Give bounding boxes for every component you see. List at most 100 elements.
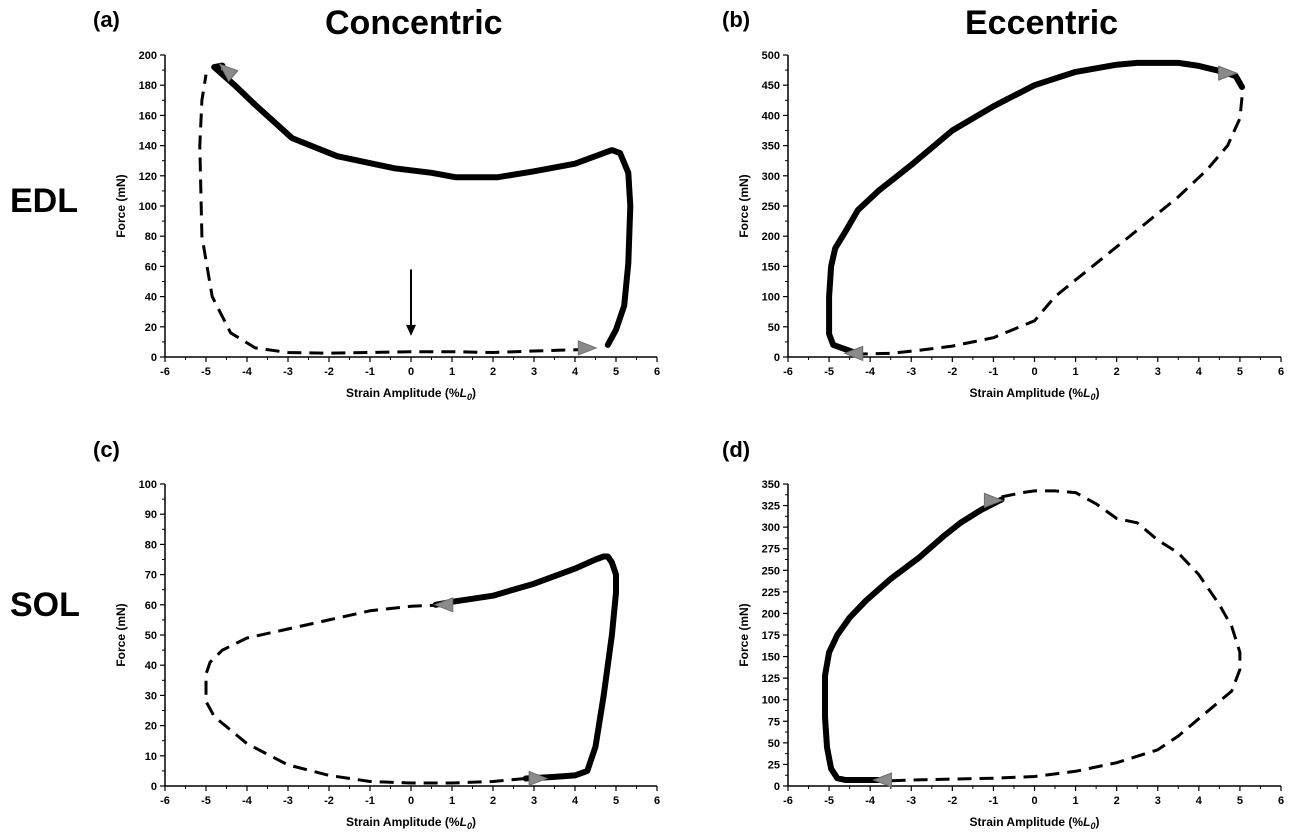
x-tick-label: 3 — [1155, 366, 1161, 378]
y-tick-label: 150 — [762, 652, 780, 664]
direction-arrow-marker — [872, 772, 892, 788]
x-tick-label: -2 — [324, 366, 334, 378]
chart-panel-2: -6 -5 -4 -3 -2 -1 0 1 2 3 4 5 6 0 50 100 150 200 250 300 350… — [737, 50, 1284, 402]
y-tick-label: 10 — [145, 751, 157, 763]
series-dashed-line — [198, 74, 588, 355]
x-tick-label: -3 — [283, 366, 293, 378]
chart-panel-3: -6 -5 -4 -3 -2 -1 0 1 2 3 4 5 6010203040506070809010… — [114, 479, 660, 831]
x-tick-label: -5 — [201, 366, 211, 378]
series-solid-line — [211, 62, 634, 348]
x-tick-label: 3 — [1155, 795, 1161, 807]
y-axis-title: Force (mN) — [737, 174, 751, 237]
x-tick-label: 0 — [1031, 795, 1037, 807]
y-tick-label: 200 — [139, 50, 157, 62]
y-tick-label: 450 — [762, 80, 780, 92]
x-tick-label: -4 — [865, 795, 876, 807]
y-tick-label: 40 — [145, 660, 157, 672]
x-tick-label: 4 — [1196, 795, 1203, 807]
panel-label-c: (c) — [93, 437, 120, 462]
y-tick-label: 0 — [774, 352, 780, 364]
y-tick-label: 150 — [762, 261, 780, 273]
y-tick-label: 60 — [145, 600, 157, 612]
y-tick-label: 275 — [762, 544, 780, 556]
x-tick-label: 0 — [408, 795, 414, 807]
x-tick-label: -2 — [947, 795, 957, 807]
x-tick-label: -5 — [824, 366, 834, 378]
y-tick-label: 50 — [768, 322, 780, 334]
direction-arrow-marker — [577, 340, 598, 356]
y-axis-title: Force (mN) — [114, 603, 128, 666]
y-tick-label: 250 — [762, 565, 780, 577]
y-tick-label: 120 — [139, 171, 157, 183]
panel-label-d: (d) — [722, 437, 751, 462]
series-solid-line — [822, 496, 1005, 783]
series-solid-line — [826, 59, 1245, 356]
y-tick-label: 250 — [762, 201, 780, 213]
y-tick-label: 30 — [145, 690, 157, 702]
x-tick-label: -6 — [783, 795, 793, 807]
x-tick-label: 5 — [613, 795, 619, 807]
y-tick-label: 140 — [139, 141, 157, 153]
y-tick-label: 100 — [762, 292, 780, 304]
y-tick-label: 70 — [145, 570, 157, 582]
x-tick-label: 4 — [572, 366, 579, 378]
y-tick-label: 80 — [145, 231, 157, 243]
x-tick-label: 0 — [408, 366, 414, 378]
x-tick-label: 6 — [1278, 366, 1284, 378]
y-tick-label: 50 — [768, 738, 780, 750]
x-tick-label: 2 — [490, 795, 496, 807]
y-tick-label: 40 — [145, 292, 157, 304]
x-tick-label: -6 — [160, 795, 170, 807]
x-tick-label: 1 — [1073, 795, 1079, 807]
y-tick-label: 90 — [145, 509, 157, 521]
x-tick-label: 1 — [1073, 366, 1079, 378]
x-tick-label: -2 — [324, 795, 334, 807]
x-axis-title: Strain Amplitude (%L0) — [346, 815, 476, 831]
x-tick-label: 4 — [572, 795, 579, 807]
direction-arrow-marker — [528, 770, 549, 787]
direction-arrow-marker — [983, 492, 1004, 509]
x-tick-label: -3 — [906, 795, 916, 807]
x-tick-label: 5 — [613, 366, 619, 378]
x-tick-label: 6 — [654, 795, 660, 807]
series-solid-line — [432, 553, 619, 782]
panel-label-b: (b) — [722, 7, 751, 32]
x-tick-label: -3 — [906, 366, 916, 378]
x-tick-label: 1 — [449, 795, 455, 807]
x-tick-label: 0 — [1031, 366, 1037, 378]
x-axis-title: Strain Amplitude (%L0) — [970, 386, 1100, 402]
column-title-eccentric: Eccentric — [965, 4, 1119, 42]
x-tick-label: -4 — [865, 366, 876, 378]
x-tick-label: -3 — [283, 795, 293, 807]
x-tick-label: -4 — [242, 795, 253, 807]
panel-label-a: (a) — [93, 7, 120, 32]
row-title-edl: EDL — [10, 182, 78, 220]
x-tick-label: 2 — [490, 366, 496, 378]
x-tick-label: 6 — [654, 366, 660, 378]
row-title-sol: SOL — [10, 586, 80, 624]
x-tick-label: -1 — [365, 795, 375, 807]
y-tick-label: 160 — [139, 110, 157, 122]
chart-panel-4: -6 -5 -4 -3 -2 -1 0 1 2 3 4 5 6 0 25 50 75 100 125 150 175 20… — [737, 479, 1284, 831]
x-tick-label: 5 — [1237, 366, 1243, 378]
y-tick-label: 350 — [762, 141, 780, 153]
y-tick-label: 25 — [768, 759, 780, 771]
y-tick-label: 100 — [762, 695, 780, 707]
x-axis-title: Strain Amplitude (%L0) — [346, 386, 476, 402]
x-tick-label: -1 — [989, 366, 999, 378]
x-tick-label: 5 — [1237, 795, 1243, 807]
y-tick-label: 100 — [139, 201, 157, 213]
x-tick-label: -5 — [201, 795, 211, 807]
y-tick-label: 60 — [145, 261, 157, 273]
y-tick-label: 200 — [762, 231, 780, 243]
x-axis-title: Strain Amplitude (%L0) — [970, 815, 1100, 831]
x-tick-label: -1 — [989, 795, 999, 807]
y-tick-label: 180 — [139, 80, 157, 92]
chart-panel-1: -6 -5 -4 -3 -2 -1 0 1 2 3 4 5 6020406080100120140160… — [114, 50, 660, 402]
y-tick-label: 50 — [145, 630, 157, 642]
y-tick-label: 300 — [762, 522, 780, 534]
y-tick-label: 100 — [139, 479, 157, 491]
y-tick-label: 0 — [151, 352, 157, 364]
y-tick-label: 225 — [762, 587, 780, 599]
